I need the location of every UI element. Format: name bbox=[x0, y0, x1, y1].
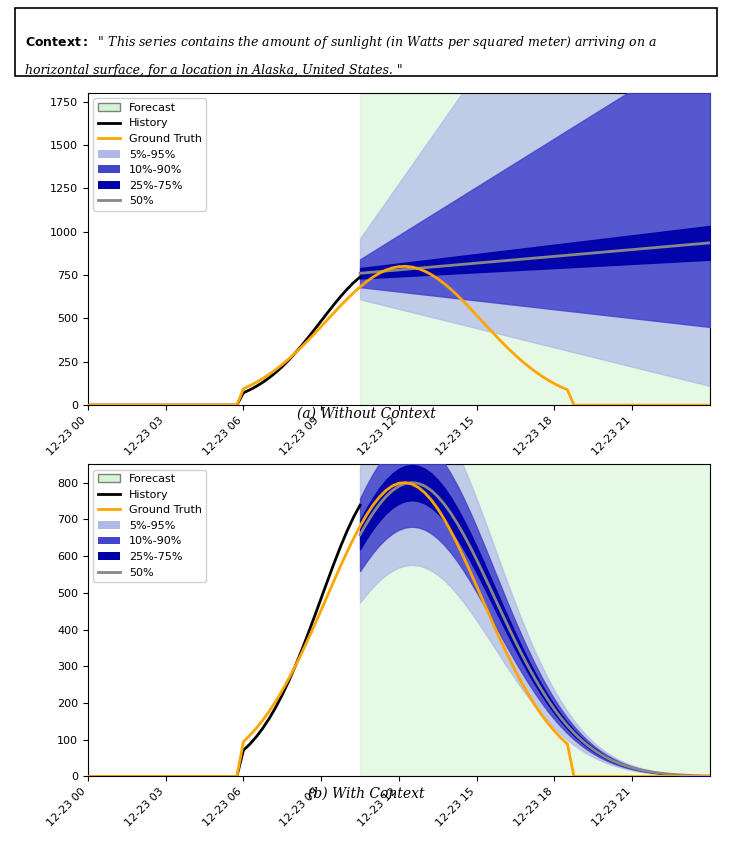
Text: horizontal surface, for a location in Alaska, United States. ": horizontal surface, for a location in Al… bbox=[25, 64, 403, 77]
Bar bbox=[360, 93, 710, 405]
Legend: Forecast, History, Ground Truth, 5%-95%, 10%-90%, 25%-75%, 50%: Forecast, History, Ground Truth, 5%-95%,… bbox=[94, 470, 206, 582]
Text: (a) Without Context: (a) Without Context bbox=[296, 407, 436, 421]
Text: $\mathbf{Context:}$  " This series contains the amount of sunlight (in Watts per: $\mathbf{Context:}$ " This series contai… bbox=[25, 34, 657, 51]
Legend: Forecast, History, Ground Truth, 5%-95%, 10%-90%, 25%-75%, 50%: Forecast, History, Ground Truth, 5%-95%,… bbox=[94, 99, 206, 211]
FancyBboxPatch shape bbox=[15, 8, 717, 76]
Text: (b) With Context: (b) With Context bbox=[307, 787, 425, 801]
Bar bbox=[360, 464, 710, 776]
